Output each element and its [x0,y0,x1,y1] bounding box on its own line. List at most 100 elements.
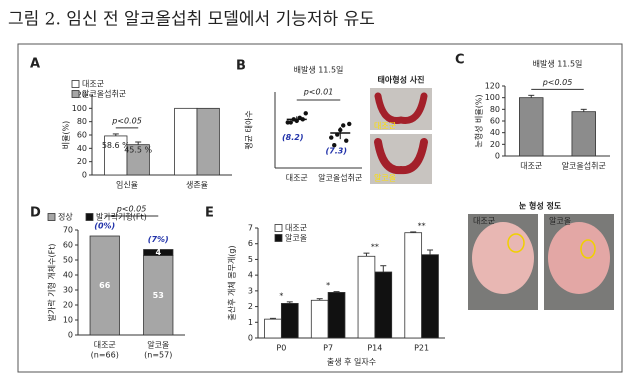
legend-label: 정상 [58,212,73,222]
y-tick-label: 40 [490,128,500,137]
value-label: 45.5 % [124,145,152,154]
y-tick-label: 10 [63,316,73,325]
y-tick-label: 0 [495,152,500,161]
data-point [288,120,293,125]
bar [327,292,346,339]
x-tick-label: 알코올섭취군 [318,173,362,183]
legend-swatch [85,213,94,221]
legend-label: 대조군 [285,224,307,233]
value-label: 53 [153,291,164,300]
y-tick-label: 1 [248,318,253,327]
legend-swatch [274,224,283,232]
bar [374,271,393,339]
data-point [303,111,308,116]
y-tick-label: 30 [63,286,73,295]
significance: * [326,281,330,290]
value-label: 66 [99,281,111,290]
y-tick-label: 3 [248,286,253,295]
y-tick-label: 0 [82,171,87,180]
annotation: p<0.01 [303,88,334,97]
y-tick-label: 80 [490,105,500,114]
photo-title: 눈 형성 정도 [519,201,562,211]
bar [143,255,174,336]
y-axis-label: 비율(%) [62,121,71,150]
x-tick-label: 임신율 [116,181,138,190]
subtitle: 배발생 11.5일 [533,59,583,69]
significance: * [279,291,283,300]
y-tick-label: 40 [63,271,73,280]
panel-letter: B [236,59,246,74]
y-tick-label: 60 [63,241,73,250]
bar [174,107,198,176]
legend-label: 대조군 [82,80,104,89]
bar [143,249,174,256]
y-tick-label: 2 [248,302,253,311]
percent-label: (0%) [94,222,115,231]
bar [310,299,329,339]
photo-label: 알코올 [549,216,571,226]
y-tick-label: 120 [485,82,500,91]
x-tick-label: 생존율 [186,180,208,190]
y-tick-label: 60 [490,117,500,126]
bar [404,232,423,339]
y-tick-label: 100 [72,104,87,113]
panel-letter: E [205,206,214,221]
mean-label: (7.3) [326,147,347,156]
y-tick-label: 40 [77,144,87,153]
x-tick-sublabel: (n=66) [91,351,119,360]
legend-label: 발가락기형(Ft) [96,212,147,222]
annotation: p<0.05 [111,116,142,125]
bar [280,303,299,339]
y-tick-label: 4 [248,271,253,280]
data-point [344,138,349,143]
bar [571,111,596,157]
photo-title: 태아형성 사진 [378,75,425,85]
x-tick-label: 대조군 [94,341,116,350]
y-tick-label: 5 [248,255,253,264]
panel-letter: D [30,206,41,221]
x-tick-label: 대조군 [286,174,308,183]
bar [89,235,120,336]
value-label: 58.6 % [102,141,130,150]
photo-label: 대조군 [374,122,396,131]
bar [357,255,376,339]
subtitle: 배발생 11.5일 [294,65,344,75]
significance: ** [371,243,379,252]
panel-letter: A [30,57,40,72]
legend-label: 알코올 [285,233,307,243]
y-tick-label: 80 [77,117,87,126]
embryo-photo [370,88,432,184]
value-label: 4 [155,248,161,257]
legend-label: 알코올섭취군 [82,89,126,99]
x-tick-label: P14 [367,344,382,353]
bar [421,254,439,339]
photo-label: 알코올 [374,173,396,183]
bar [519,97,544,157]
figure-title: 그림 2. 임신 전 알코올섭취 모델에서 기능저하 유도 [8,10,375,30]
legend-swatch [274,234,283,242]
y-tick-label: 100 [485,93,500,102]
data-point [347,121,352,127]
y-tick-label: 20 [63,301,73,310]
y-tick-label: 20 [490,140,500,149]
significance: ** [418,221,426,230]
x-axis-label: 출생 후 일자수 [327,357,376,367]
y-tick-label: 0 [248,334,253,343]
mean-label: (8.2) [282,133,303,142]
y-tick-label: 50 [63,256,73,265]
legend-swatch [47,213,56,221]
y-tick-label: 20 [77,157,87,166]
value-label: 0 [102,228,108,237]
percent-label: (7%) [148,235,169,244]
data-point [332,143,337,148]
x-tick-label: 알코올섭취군 [562,161,606,171]
x-tick-label: 알코올 [147,340,169,350]
y-tick-label: 7 [248,224,253,233]
bar [264,318,282,339]
y-axis-label: 눈형성 비율(%) [475,94,484,147]
data-point [329,135,334,140]
panel-letter: C [455,53,465,68]
x-tick-label: P21 [414,344,429,353]
photo-label: 대조군 [473,217,495,226]
legend-swatch [71,90,80,98]
